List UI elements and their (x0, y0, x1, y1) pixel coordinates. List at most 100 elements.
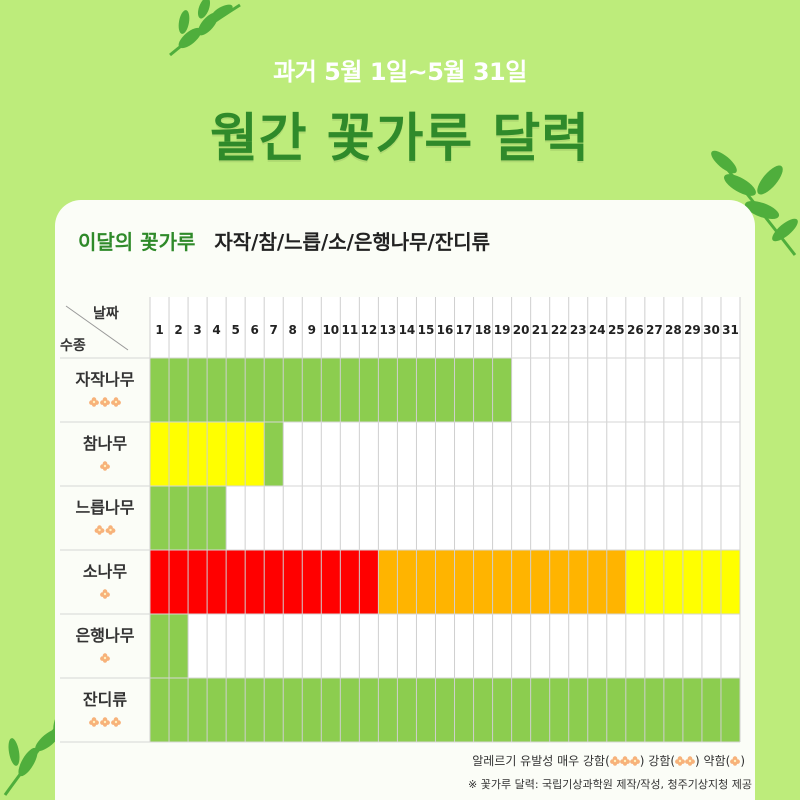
pollen-cell (492, 550, 512, 614)
section-heading: 이달의 꽃가루 자작/참/느릅/소/은행나무/잔디류 (78, 226, 490, 255)
pollen-cell (378, 550, 398, 614)
pollen-cell (264, 678, 284, 742)
day-tick-label: 24 (589, 323, 606, 337)
pollen-cell (169, 614, 189, 678)
pollen-cell (606, 678, 626, 742)
pollen-cell (587, 678, 607, 742)
pollen-cell (302, 358, 322, 422)
legend-strong-label: ) 강함( (639, 754, 676, 768)
pollen-cell (188, 486, 208, 550)
flower-icon (105, 525, 116, 535)
pollen-cell (378, 678, 398, 742)
pollen-cell (207, 550, 227, 614)
day-tick-label: 3 (193, 323, 201, 337)
day-tick-label: 18 (475, 323, 492, 337)
pollen-cell (188, 422, 208, 486)
pollen-cell (359, 550, 379, 614)
pollen-cell (340, 678, 360, 742)
pollen-cell (454, 678, 474, 742)
pollen-cell (454, 358, 474, 422)
pollen-cell (264, 550, 284, 614)
pollen-cell (701, 550, 721, 614)
day-tick-label: 16 (437, 323, 454, 337)
corner-species-label: 수종 (60, 338, 86, 354)
species-label: 참나무 (83, 434, 127, 453)
pollen-cell (264, 358, 284, 422)
flower-icon (89, 717, 99, 727)
day-tick-label: 27 (646, 323, 663, 337)
day-tick-label: 25 (608, 323, 625, 337)
pollen-cell (416, 550, 436, 614)
day-tick-label: 1 (155, 323, 163, 337)
pollen-cell (340, 550, 360, 614)
pollen-cell (207, 358, 227, 422)
day-tick-label: 23 (570, 323, 587, 337)
pollen-cell (435, 358, 455, 422)
source-note: ※ 꽃가루 달력: 국립기상과학원 제작/작성, 청주기상지청 제공 (468, 778, 752, 791)
pollen-cell (169, 358, 189, 422)
pollen-cell (169, 422, 189, 486)
flower-icon (111, 397, 121, 407)
pollen-cell (378, 358, 398, 422)
flower-icon (629, 755, 640, 766)
species-list: 자작/참/느릅/소/은행나무/잔디류 (214, 230, 491, 254)
pollen-cell (321, 358, 341, 422)
day-tick-label: 8 (289, 323, 297, 337)
corner-date-label: 날짜 (93, 306, 119, 322)
day-tick-label: 31 (722, 323, 739, 337)
pollen-cell (264, 422, 284, 486)
pollen-cell (245, 422, 265, 486)
pollen-cell (359, 678, 379, 742)
flower-icon (100, 589, 110, 599)
species-label: 은행나무 (76, 626, 135, 645)
flower-icon (100, 397, 110, 407)
pollen-cell (701, 678, 721, 742)
flower-icon (619, 755, 630, 766)
section-label: 이달의 꽃가루 (78, 230, 196, 254)
leaf-branch-right-icon (711, 150, 798, 256)
flower-icon (685, 755, 695, 766)
flower-icon (100, 653, 110, 663)
pollen-cell (416, 678, 436, 742)
flower-icon (675, 755, 685, 766)
pollen-cell (511, 678, 531, 742)
page-title: 월간 꽃가루 달력 (209, 109, 591, 169)
pollen-cell (188, 358, 208, 422)
corner-diagonal (65, 305, 129, 351)
pollen-cell (416, 358, 436, 422)
period-subtitle: 과거 5월 1일~5월 31일 (273, 58, 527, 86)
pollen-cell (207, 422, 227, 486)
flower-icon (100, 717, 110, 727)
pollen-cell (150, 614, 170, 678)
pollen-cell (644, 678, 664, 742)
pollen-cell (397, 358, 417, 422)
pollen-cell (283, 358, 303, 422)
flower-icon (89, 397, 99, 407)
pollen-cell (435, 678, 455, 742)
pollen-cell (587, 550, 607, 614)
day-tick-label: 22 (551, 323, 568, 337)
pollen-cell (606, 550, 626, 614)
pollen-cell (245, 678, 265, 742)
pollen-cell (150, 550, 170, 614)
pollen-cell (302, 678, 322, 742)
species-label: 소나무 (83, 562, 127, 581)
pollen-cell (321, 550, 341, 614)
pollen-cell (720, 550, 740, 614)
pollen-cell (226, 422, 246, 486)
legend-weak-label: ) 약함( (695, 754, 731, 768)
pollen-cell (188, 678, 208, 742)
pollen-cell (530, 550, 550, 614)
pollen-cell (473, 358, 493, 422)
pollen-cell (625, 678, 645, 742)
pollen-cell (169, 486, 189, 550)
pollen-cell (226, 358, 246, 422)
pollen-cell (359, 358, 379, 422)
pollen-cell (150, 358, 170, 422)
flower-icon (609, 755, 620, 766)
pollen-cell (169, 678, 189, 742)
legend-end: ) (740, 754, 745, 768)
pollen-cell (568, 550, 588, 614)
day-tick-label: 20 (513, 323, 530, 337)
